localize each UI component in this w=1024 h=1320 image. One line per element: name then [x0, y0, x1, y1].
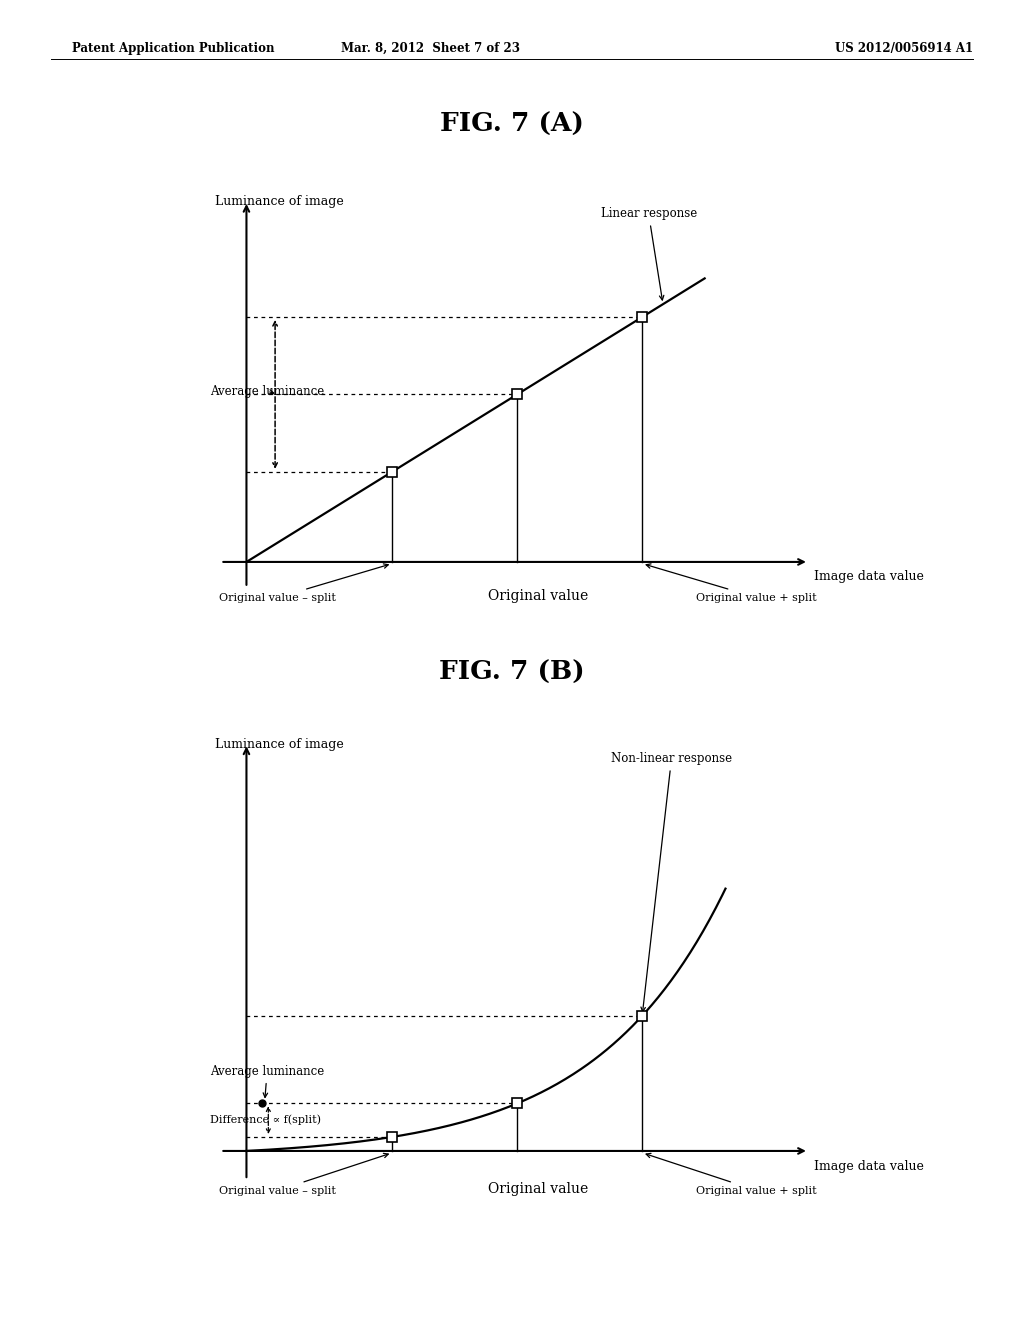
Text: FIG. 7 (A): FIG. 7 (A): [440, 112, 584, 137]
Text: Linear response: Linear response: [600, 207, 696, 300]
Text: Original value – split: Original value – split: [219, 564, 388, 602]
Text: Difference ∝ f(split): Difference ∝ f(split): [210, 1115, 321, 1126]
Text: Original value – split: Original value – split: [219, 1154, 388, 1196]
Text: Original value + split: Original value + split: [646, 564, 817, 602]
Text: Average luminance: Average luminance: [210, 384, 325, 397]
Text: Luminance of image: Luminance of image: [215, 194, 344, 207]
Text: Average luminance: Average luminance: [210, 1065, 325, 1097]
Text: Original value + split: Original value + split: [646, 1154, 817, 1196]
Text: Mar. 8, 2012  Sheet 7 of 23: Mar. 8, 2012 Sheet 7 of 23: [341, 42, 519, 55]
Text: Image data value: Image data value: [814, 570, 924, 583]
Text: Luminance of image: Luminance of image: [215, 738, 344, 751]
Text: Non-linear response: Non-linear response: [611, 752, 732, 1011]
Text: Patent Application Publication: Patent Application Publication: [72, 42, 274, 55]
Text: Image data value: Image data value: [814, 1160, 924, 1173]
Text: US 2012/0056914 A1: US 2012/0056914 A1: [835, 42, 973, 55]
Text: FIG. 7 (B): FIG. 7 (B): [439, 660, 585, 685]
Text: Original value: Original value: [487, 589, 588, 603]
Text: Original value: Original value: [487, 1181, 588, 1196]
